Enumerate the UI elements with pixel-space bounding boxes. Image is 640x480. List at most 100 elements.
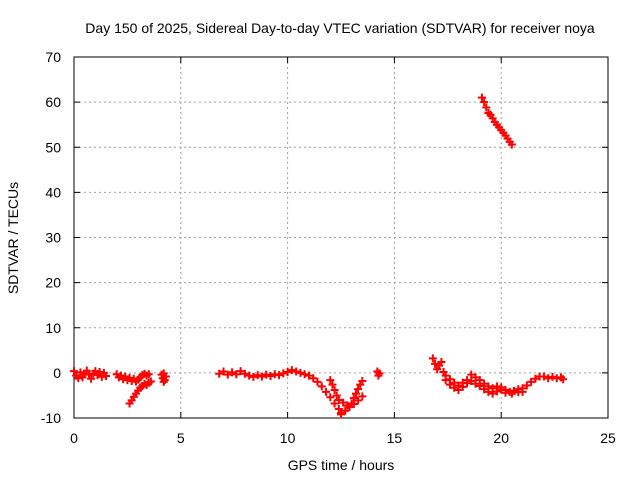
y-tick-label: 70	[45, 49, 61, 65]
data-point	[262, 370, 271, 379]
chart-title: Day 150 of 2025, Sidereal Day-to-day VTE…	[85, 20, 595, 36]
y-tick-label: 60	[45, 94, 61, 110]
data-point	[497, 385, 506, 394]
data-point	[215, 369, 224, 378]
data-point	[559, 375, 568, 384]
data-point	[527, 377, 536, 386]
data-point	[240, 369, 249, 378]
data-point	[475, 381, 484, 390]
data-point	[441, 376, 450, 385]
data-point	[467, 376, 476, 385]
data-point	[492, 387, 501, 396]
data-point	[349, 400, 358, 409]
x-tick-label: 10	[280, 430, 296, 446]
data-point	[334, 404, 343, 413]
data-point	[332, 391, 341, 400]
x-tick-label: 25	[600, 430, 616, 446]
data-point	[102, 372, 111, 381]
y-tick-label: 10	[45, 320, 61, 336]
data-point	[326, 376, 335, 385]
data-point	[228, 368, 237, 377]
data-point	[219, 367, 228, 376]
series-track-7	[337, 392, 367, 419]
y-tick-label: 50	[45, 139, 61, 155]
data-point	[484, 387, 493, 396]
data-point	[375, 369, 384, 378]
data-point	[334, 395, 343, 404]
data-point	[482, 103, 491, 112]
data-point	[292, 367, 301, 376]
y-tick-label: 0	[53, 365, 61, 381]
data-point	[354, 385, 363, 394]
data-point	[337, 410, 345, 419]
data-point	[232, 370, 241, 379]
data-point	[531, 374, 540, 383]
data-point	[82, 366, 91, 375]
tick-layer: 0 5 10 15 20 25 -10 0 10 20 30 40 50 60 70	[41, 49, 616, 446]
data-point	[309, 374, 318, 383]
data-point	[480, 385, 489, 394]
data-point	[339, 398, 348, 407]
data-point	[296, 368, 305, 377]
data-point	[253, 371, 262, 380]
data-point	[507, 140, 516, 149]
data-point	[358, 392, 367, 401]
data-point	[300, 370, 309, 379]
data-point	[518, 387, 527, 396]
data-point	[249, 372, 258, 381]
data-point	[351, 389, 360, 398]
data-point	[544, 374, 553, 383]
data-point	[266, 372, 275, 381]
data-point	[445, 380, 454, 389]
data-point	[283, 367, 292, 376]
data-point	[275, 371, 284, 380]
data-point	[345, 403, 354, 412]
data-point	[463, 379, 472, 388]
data-point	[539, 372, 548, 381]
data-point	[236, 367, 245, 376]
data-point	[328, 380, 337, 389]
series-track-11	[477, 93, 516, 149]
y-tick-label: 20	[45, 275, 61, 291]
y-tick-label: 30	[45, 230, 61, 246]
data-point	[279, 369, 288, 378]
series-track-1	[70, 366, 111, 383]
data-point	[330, 399, 339, 408]
data-point	[450, 383, 459, 392]
data-point	[522, 381, 531, 390]
data-point	[488, 389, 497, 398]
series-track-2	[112, 369, 153, 386]
x-axis-label: GPS time / hours	[288, 457, 395, 473]
y-tick-label: 40	[45, 184, 61, 200]
data-point	[358, 376, 367, 385]
data-point	[70, 367, 78, 376]
series-track-8	[373, 367, 384, 380]
data-point	[159, 369, 168, 378]
data-point	[548, 372, 557, 381]
data-point	[454, 386, 463, 395]
data-point	[428, 354, 437, 363]
x-tick-label: 5	[177, 430, 185, 446]
data-point	[144, 370, 153, 379]
data-point	[322, 387, 331, 396]
data-point	[507, 389, 516, 398]
data-point	[87, 374, 96, 383]
data-point	[257, 372, 266, 381]
grid-layer	[74, 57, 608, 418]
data-point	[437, 358, 446, 367]
data-point	[458, 382, 467, 391]
data-point	[477, 93, 486, 102]
series-track-5	[215, 366, 345, 418]
y-tick-label: -10	[41, 410, 61, 426]
data-point	[304, 371, 313, 380]
data-point	[287, 366, 296, 375]
x-tick-label: 0	[70, 430, 78, 446]
data-point	[471, 379, 480, 388]
data-point	[313, 377, 322, 386]
data-layer	[70, 93, 568, 419]
data-point	[245, 371, 254, 380]
data-point	[430, 359, 439, 368]
series-track-10	[441, 376, 527, 398]
data-point	[330, 386, 339, 395]
